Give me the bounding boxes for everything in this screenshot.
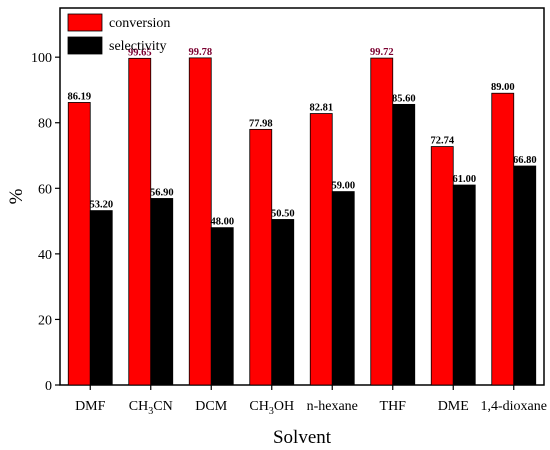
data-label-conversion-5: 99.72 — [370, 47, 394, 58]
bar-selectivity-7 — [513, 165, 537, 386]
plot-frame — [59, 7, 545, 386]
y-tick-label-1: 20 — [38, 313, 52, 328]
legend-label-selectivity: selectivity — [109, 39, 167, 54]
bar-selectivity-3 — [271, 219, 295, 386]
bar-selectivity-1 — [150, 198, 174, 386]
bar-conversion-6 — [430, 146, 454, 386]
x-tick-label-6: DME — [438, 399, 469, 414]
data-label-conversion-7: 89.00 — [491, 82, 515, 93]
bar-conversion-5 — [370, 57, 394, 386]
x-tick-label-2: DCM — [195, 399, 227, 414]
y-tick-label-5: 100 — [31, 51, 52, 66]
data-label-selectivity-7: 66.80 — [513, 155, 537, 166]
bar-selectivity-4 — [331, 191, 355, 386]
x-tick-label-1: CH3CN — [129, 399, 173, 417]
bar-conversion-4 — [309, 113, 333, 386]
axes-group: DMF CH3CN DCM CH3OH n-hexane THF DME 1,4-dioxan… — [6, 51, 547, 448]
bar-conversion-1 — [128, 57, 152, 386]
x-tick-label-7: 1,4-dioxane — [481, 399, 547, 414]
data-label-selectivity-3: 50.50 — [271, 208, 295, 219]
y-tick-label-2: 40 — [38, 248, 52, 263]
data-label-selectivity-2: 48.00 — [210, 217, 234, 228]
bars-group — [67, 57, 537, 386]
legend: conversion selectivity — [67, 13, 170, 55]
data-label-conversion-3: 77.98 — [249, 118, 273, 129]
data-label-conversion-2: 99.78 — [188, 47, 212, 58]
data-label-selectivity-6: 61.00 — [452, 174, 476, 185]
legend-label-conversion: conversion — [109, 16, 170, 31]
bar-selectivity-6 — [452, 184, 476, 386]
data-label-conversion-1: 99.65 — [128, 47, 152, 58]
bar-selectivity-2 — [210, 227, 234, 386]
bar-conversion-3 — [249, 128, 273, 386]
bar-selectivity-0 — [89, 210, 113, 386]
data-label-conversion-0: 86.19 — [67, 91, 91, 102]
data-label-selectivity-5: 85.60 — [392, 93, 416, 104]
data-label-selectivity-0: 53.20 — [89, 200, 113, 211]
x-tick-label-3: CH3OH — [249, 399, 294, 417]
bar-conversion-0 — [67, 102, 91, 386]
legend-swatch-selectivity — [67, 36, 103, 55]
data-label-selectivity-1: 56.90 — [150, 187, 174, 198]
data-label-conversion-6: 72.74 — [430, 136, 454, 147]
bar-conversion-7 — [491, 92, 515, 386]
legend-swatch-conversion — [67, 13, 103, 32]
plot-area — [59, 7, 545, 386]
y-axis-label: % — [6, 188, 27, 204]
data-label-conversion-4: 82.81 — [309, 103, 333, 114]
x-tick-label-5: THF — [380, 399, 407, 414]
bar-selectivity-5 — [392, 103, 416, 386]
y-tick-label-3: 60 — [38, 182, 52, 197]
x-tick-label-4: n-hexane — [307, 399, 358, 414]
x-tick-label-0: DMF — [75, 399, 106, 414]
data-label-selectivity-4: 59.00 — [331, 181, 355, 192]
y-tick-label-0: 0 — [45, 379, 52, 394]
bar-conversion-2 — [188, 57, 212, 386]
y-tick-label-4: 80 — [38, 117, 52, 132]
x-axis-label: Solvent — [273, 427, 332, 448]
data-labels-group: 86.19 53.20 99.65 56.90 99.78 48.00 77.98 50.50… — [67, 47, 536, 228]
